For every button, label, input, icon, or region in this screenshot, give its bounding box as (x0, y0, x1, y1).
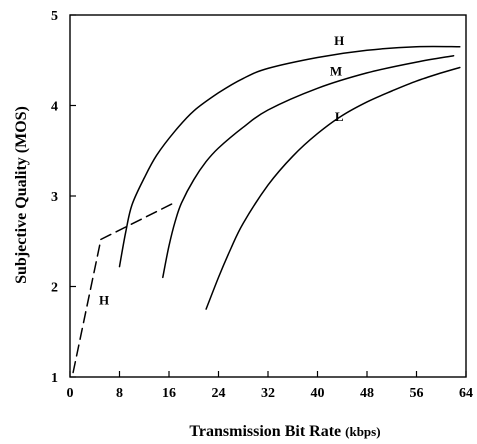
x-tick-label: 24 (212, 386, 226, 401)
y-tick-labels: 1 2 3 4 5 (51, 9, 58, 386)
x-tick-label: 56 (410, 386, 424, 401)
x-axis-title: Transmission Bit Rate (kbps) (189, 423, 380, 440)
y-axis-title: Subjective Quality (MOS) (13, 106, 30, 284)
curve-labels: H M L H (99, 33, 344, 308)
x-tick-label: 40 (311, 386, 325, 401)
x-tick-label: 8 (116, 386, 123, 401)
x-tick-label: 48 (360, 386, 374, 401)
series-line-H-solid (118, 45, 461, 268)
x-tick-labels: 0 8 16 24 32 40 48 56 64 (67, 386, 474, 401)
y-tick-label: 4 (51, 100, 58, 115)
curve-label: M (330, 64, 342, 79)
y-tick-label: 3 (51, 190, 58, 205)
axes (69, 14, 467, 378)
series-line-H-dashed (72, 201, 176, 374)
x-axis-unit: (kbps) (345, 424, 380, 439)
y-tick-label: 1 (51, 371, 58, 386)
x-tick-label: 32 (261, 386, 275, 401)
y-tick-label: 5 (51, 9, 58, 24)
x-tick-label: 0 (67, 386, 74, 401)
series-line-M-solid (162, 54, 455, 279)
x-tick-label: 16 (162, 386, 176, 401)
curve-label: H (334, 33, 344, 48)
x-tick-label: 64 (459, 386, 473, 401)
y-tick-label: 2 (51, 281, 58, 296)
series-line-L-solid (205, 66, 461, 310)
curve-label: H (99, 293, 109, 308)
series-group (72, 45, 461, 374)
x-axis-label: Transmission Bit Rate (189, 423, 341, 440)
curve-label: L (335, 109, 344, 124)
plot-frame (69, 14, 467, 378)
